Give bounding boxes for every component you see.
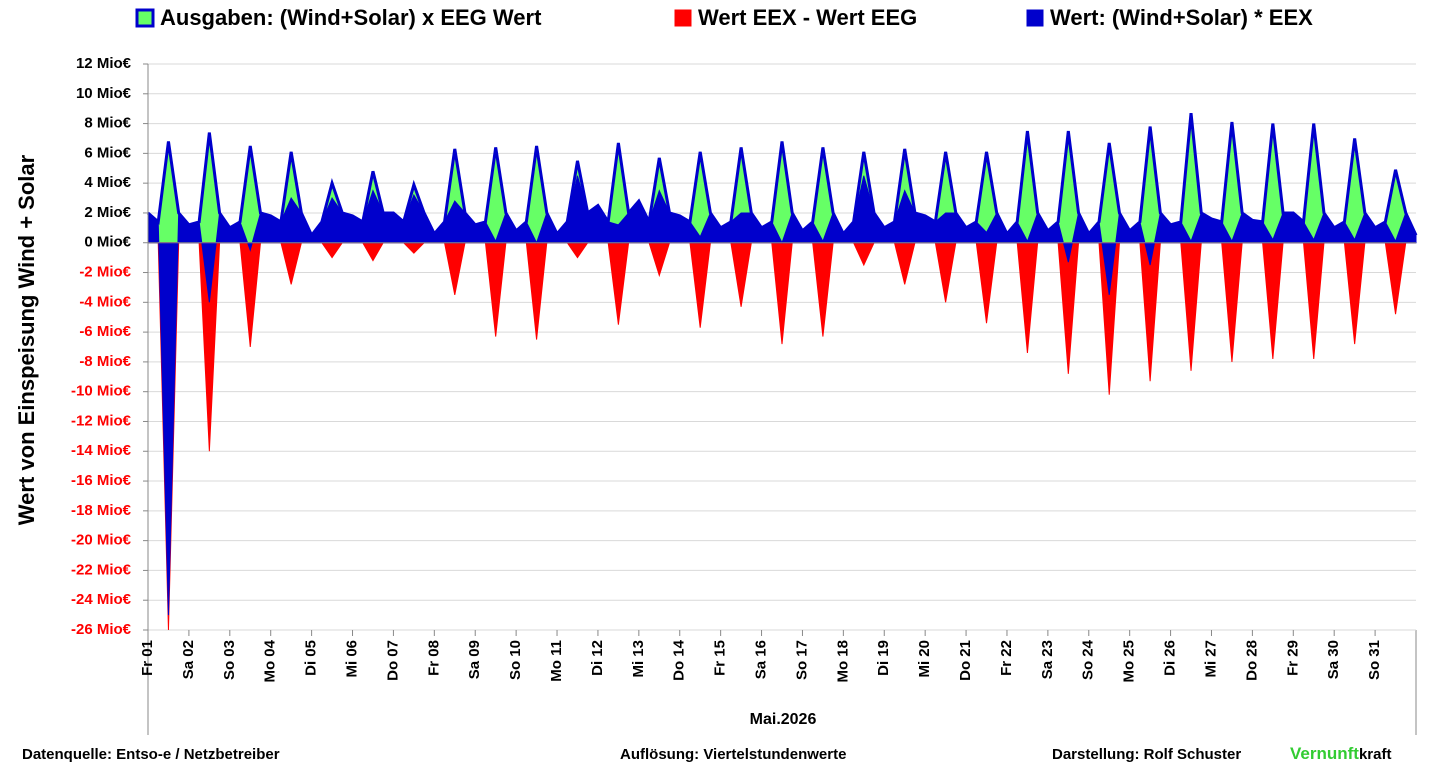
series-area — [147, 175, 1417, 616]
x-tick-label: Mi 27 — [1202, 640, 1219, 678]
y-tick-label: 12 Mio€ — [76, 55, 132, 72]
x-tick-label: Di 26 — [1162, 640, 1179, 676]
x-tick-label: Mo 04 — [262, 639, 279, 682]
footer-brand: Vernunftkraft — [1290, 744, 1391, 763]
y-tick-label: 0 Mio€ — [84, 234, 131, 251]
y-tick-label: -10 Mio€ — [71, 383, 132, 400]
x-tick-label: So 31 — [1366, 640, 1383, 680]
x-axis-title: Mai.2026 — [750, 711, 817, 728]
footer-source: Datenquelle: Entso-e / Netzbetreiber — [22, 746, 280, 763]
legend-swatch — [1026, 9, 1044, 27]
x-tick-label: Mo 11 — [548, 640, 565, 682]
x-tick-label: Fr 08 — [425, 640, 442, 676]
y-tick-label: -8 Mio€ — [79, 353, 131, 370]
x-tick-label: Sa 16 — [753, 640, 770, 679]
y-tick-label: -2 Mio€ — [79, 263, 131, 280]
legend-swatch — [135, 8, 155, 28]
y-tick-label: -24 Mio€ — [71, 591, 132, 608]
x-tick-label: Sa 30 — [1325, 640, 1342, 679]
x-tick-label: So 10 — [507, 640, 524, 680]
x-tick-label: So 03 — [221, 640, 238, 680]
x-tick-label: Fr 22 — [998, 640, 1015, 676]
x-tick-label: Do 21 — [957, 640, 974, 681]
y-tick-label: 2 Mio€ — [84, 204, 131, 221]
x-tick-label: Sa 09 — [466, 640, 483, 679]
x-tick-label: Mo 25 — [1121, 640, 1138, 683]
x-tick-label: So 24 — [1080, 639, 1097, 680]
x-tick-label: Mi 13 — [630, 640, 647, 678]
y-tick-label: 4 Mio€ — [84, 174, 131, 191]
y-tick-label: -6 Mio€ — [79, 323, 131, 340]
y-tick-label: 8 Mio€ — [84, 115, 131, 132]
y-tick-label: -14 Mio€ — [71, 442, 132, 459]
x-tick-label: Fr 15 — [712, 640, 729, 676]
x-tick-label: Mi 06 — [343, 640, 360, 678]
x-tick-label: Do 14 — [671, 639, 688, 681]
x-tick-label: Fr 01 — [139, 640, 156, 676]
x-tick-label: Di 05 — [303, 640, 320, 676]
x-tick-label: Sa 02 — [180, 640, 197, 679]
x-tick-label: Di 19 — [875, 640, 892, 676]
y-tick-label: -12 Mio€ — [71, 412, 132, 429]
y-tick-label: -20 Mio€ — [71, 532, 132, 549]
legend-label: Ausgaben: (Wind+Solar) x EEG Wert — [160, 5, 542, 30]
y-tick-label: -16 Mio€ — [71, 472, 132, 489]
legend-label: Wert EEX - Wert EEG — [698, 5, 917, 30]
y-tick-label: 10 Mio€ — [76, 85, 132, 102]
x-tick-label: Sa 23 — [1039, 640, 1056, 679]
brand-rest: kraft — [1359, 746, 1392, 763]
y-tick-label: -18 Mio€ — [71, 502, 132, 519]
y-axis-title: Wert von Einspeisung Wind + Solar — [14, 154, 39, 525]
x-tick-label: Mo 18 — [834, 640, 851, 683]
x-tick-label: Do 28 — [1243, 640, 1260, 681]
y-tick-label: -4 Mio€ — [79, 293, 131, 310]
brand-green: Vernunft — [1290, 744, 1359, 763]
x-tick-label: Di 12 — [589, 640, 606, 676]
y-tick-label: 6 Mio€ — [84, 144, 131, 161]
y-tick-label: -26 Mio€ — [71, 621, 132, 638]
x-tick-label: So 17 — [793, 640, 810, 680]
legend-swatch — [674, 9, 692, 27]
x-tick-label: Do 07 — [384, 640, 401, 681]
x-tick-label: Mi 20 — [916, 640, 933, 678]
series-area — [148, 242, 1416, 631]
footer-resolution: Auflösung: Viertelstundenwerte — [620, 746, 846, 763]
footer-author: Darstellung: Rolf Schuster — [1052, 746, 1241, 763]
x-tick-label: Fr 29 — [1284, 640, 1301, 676]
legend-label: Wert: (Wind+Solar) * EEX — [1050, 5, 1313, 30]
y-tick-label: -22 Mio€ — [71, 561, 132, 578]
